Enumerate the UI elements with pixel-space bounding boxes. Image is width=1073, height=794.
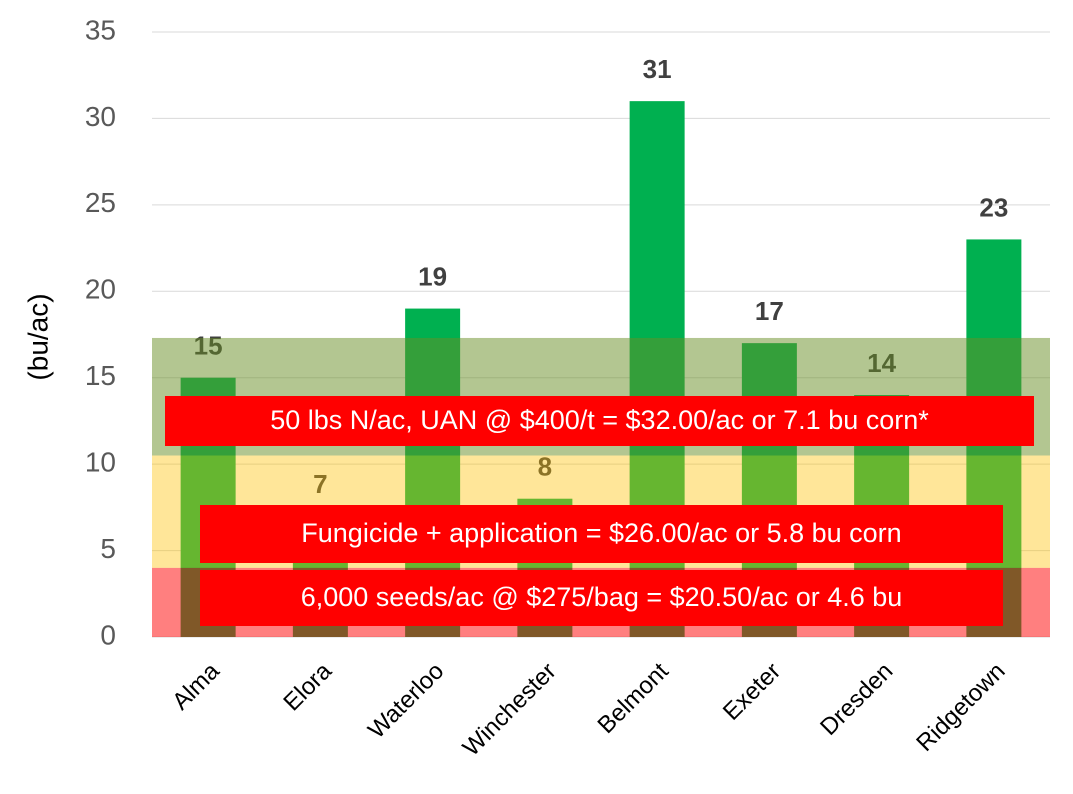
y-tick-label: 15 (85, 360, 116, 391)
x-tick-label: Belmont (593, 657, 675, 739)
annotation-text: 50 lbs N/ac, UAN @ $400/t = $32.00/ac or… (270, 405, 929, 435)
x-tick-label: Waterloo (363, 658, 449, 744)
value-label: 19 (418, 261, 447, 291)
value-label: 31 (643, 54, 672, 84)
annotation-box (165, 396, 1034, 446)
value-label: 8 (538, 452, 552, 482)
x-tick-label: Elora (278, 657, 337, 716)
value-label: 23 (979, 192, 1008, 222)
y-tick-label: 0 (100, 619, 116, 650)
x-tick-label: Alma (167, 657, 225, 715)
value-label: 17 (755, 296, 784, 326)
annotation-text: 6,000 seeds/ac @ $275/bag = $20.50/ac or… (301, 582, 903, 612)
x-tick-label: Dresden (815, 658, 898, 741)
x-tick-label: Ridgetown (911, 658, 1010, 757)
y-tick-label: 5 (100, 533, 116, 564)
annotation-box (200, 505, 1003, 563)
value-label: 7 (313, 469, 327, 499)
y-tick-label: 10 (85, 447, 116, 478)
y-tick-label: 20 (85, 274, 116, 305)
y-axis-label: (bu/ac) (22, 293, 53, 380)
x-tick-label: Winchester (458, 658, 562, 762)
annotation-text: Fungicide + application = $26.00/ac or 5… (301, 518, 901, 548)
y-tick-label: 35 (85, 14, 116, 45)
annotation-box (200, 570, 1003, 626)
y-tick-label: 25 (85, 187, 116, 218)
x-tick-label: Exeter (718, 658, 786, 726)
y-tick-label: 30 (85, 101, 116, 132)
